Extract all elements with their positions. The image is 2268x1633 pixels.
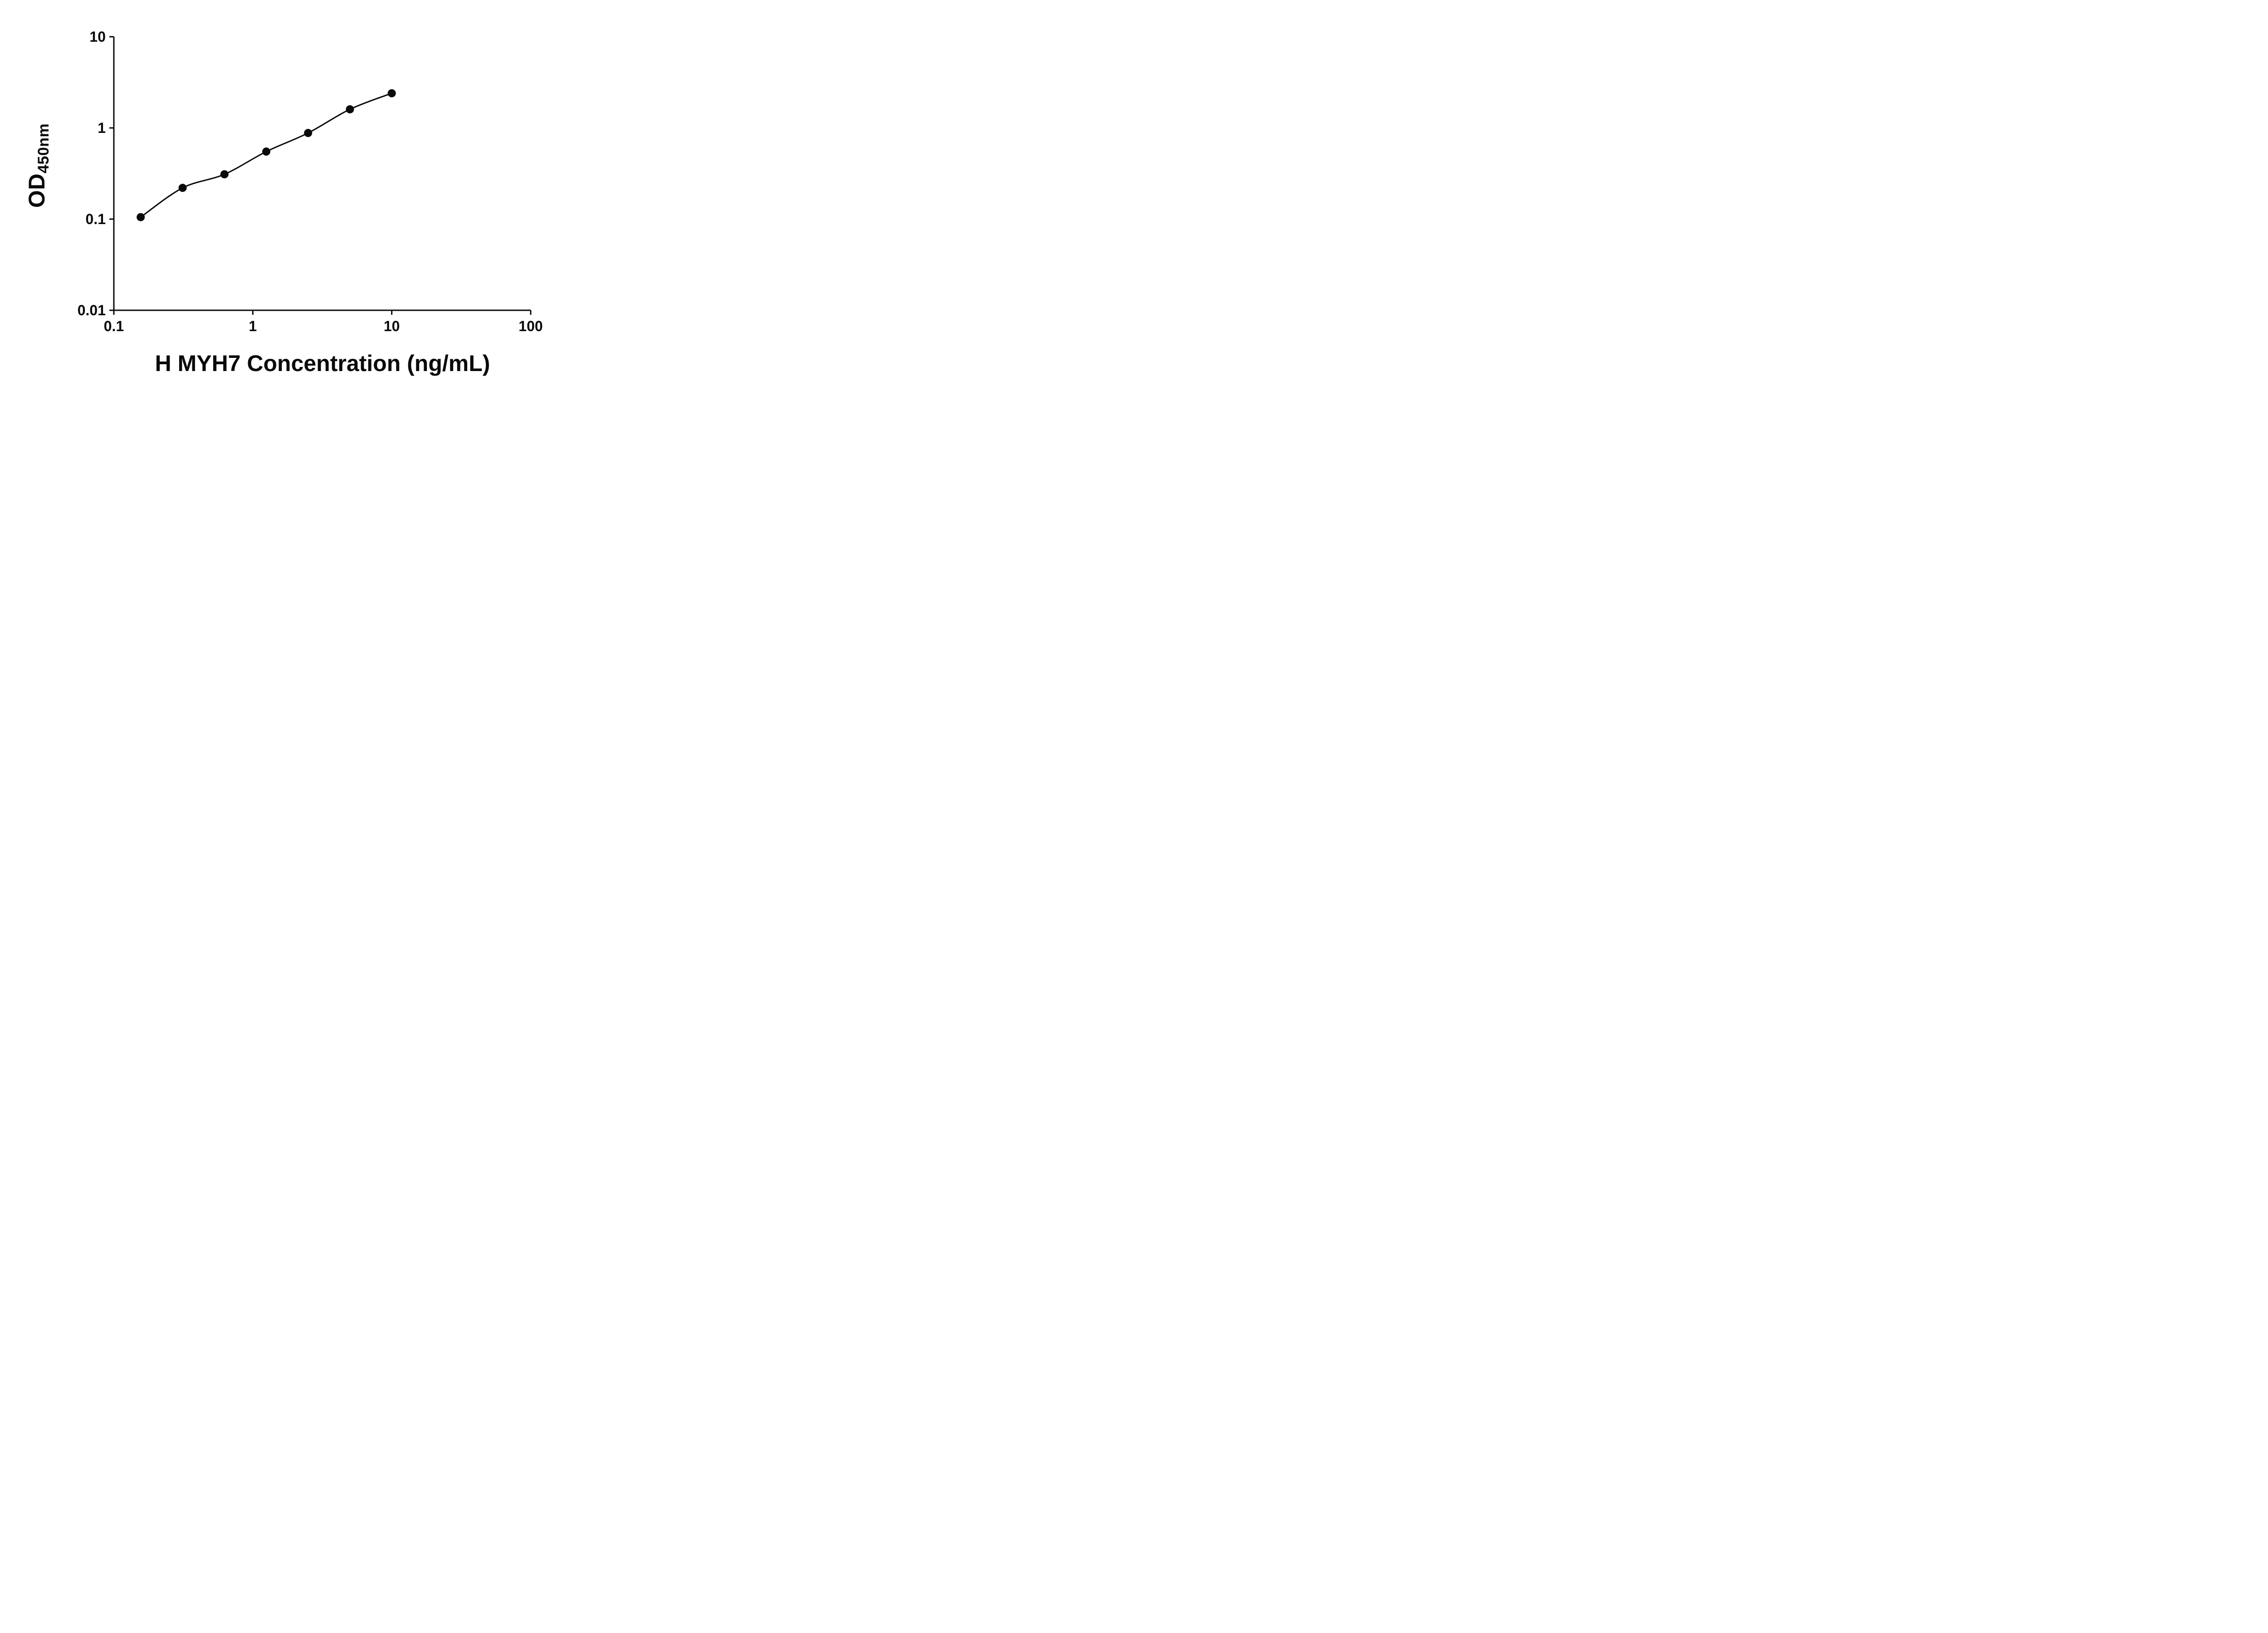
- y-axis-title-main: OD: [24, 173, 49, 208]
- data-point: [387, 89, 396, 98]
- x-axis-tick-label: 1: [249, 318, 257, 334]
- data-point: [262, 147, 271, 156]
- data-point: [304, 129, 313, 137]
- y-axis-title: OD450nm: [24, 123, 53, 208]
- y-axis-title-subscript: 450nm: [35, 123, 52, 174]
- y-axis-tick-label: 10: [89, 29, 106, 45]
- y-axis-tick-label: 1: [98, 120, 106, 136]
- axis-lines: [113, 37, 531, 311]
- y-axis-tick-label: 0.01: [78, 302, 106, 318]
- x-axis-tick-label: 100: [518, 318, 543, 334]
- data-point: [346, 105, 354, 113]
- axes: [113, 37, 531, 311]
- x-axis-tick-label: 10: [384, 318, 400, 334]
- axis-ticks: [109, 36, 532, 315]
- x-axis-tick-label: 0.1: [104, 318, 124, 334]
- data-point: [137, 213, 145, 221]
- x-axis-title: H MYH7 Concentration (ng/mL): [155, 351, 490, 376]
- y-axis-tick-label: 0.1: [86, 211, 106, 227]
- elisa-standard-curve-figure: 0.1 1 10 100 0.01 0.1 1 10 OD450nm H MYH7 Conce…: [0, 0, 583, 408]
- data-point: [220, 170, 229, 179]
- data-points-group: [137, 89, 396, 221]
- data-point: [178, 184, 187, 192]
